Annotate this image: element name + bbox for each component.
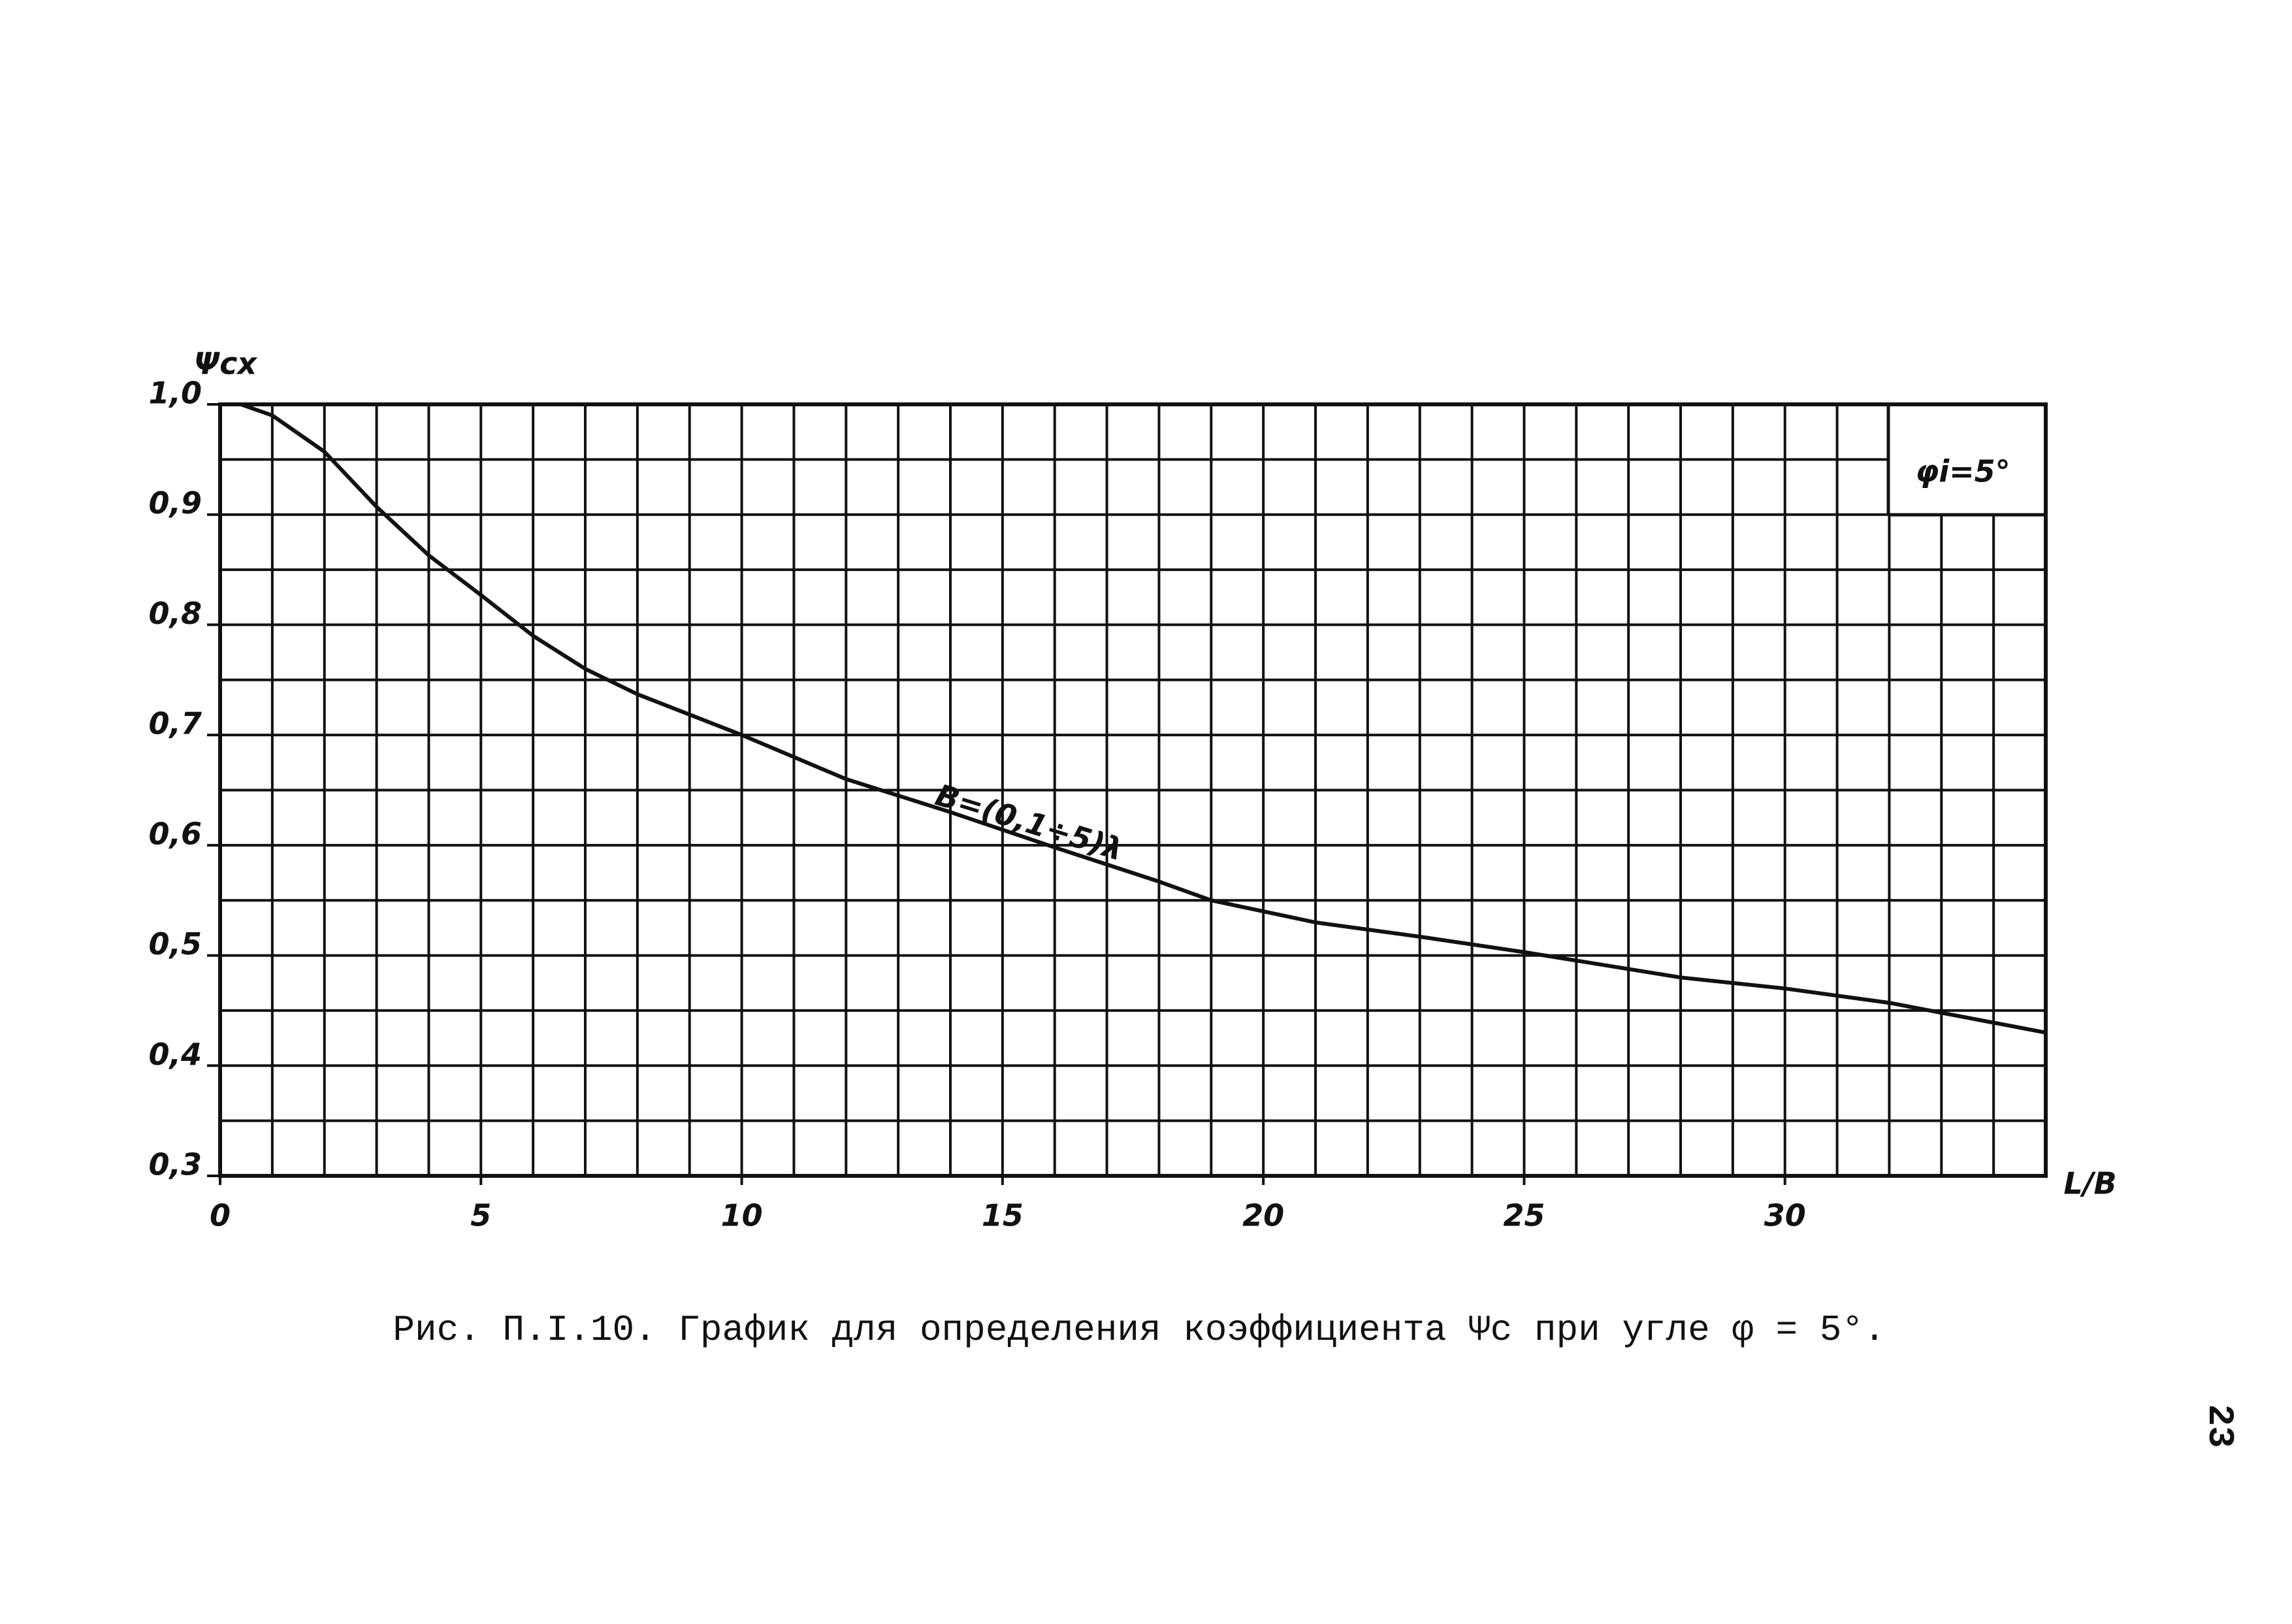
caption: Рис. П.I.10. График для определения коэф… (393, 1309, 1885, 1351)
x-tick-label: 15 (982, 1198, 1024, 1233)
y-tick-label: 0,5 (149, 926, 202, 962)
x-tick-label: 30 (1764, 1198, 1806, 1233)
data-line (240, 402, 2046, 1035)
grid (219, 403, 2047, 1177)
y-tick-label: 0,3 (149, 1147, 202, 1182)
y-axis-label: Ψcx (194, 346, 257, 382)
x-tick-label: 25 (1503, 1198, 1545, 1233)
y-tick-label: 0,7 (149, 706, 202, 741)
x-tick-label: 5 (470, 1198, 491, 1233)
x-tick-label: 20 (1242, 1198, 1284, 1233)
x-tick-label: 10 (721, 1198, 763, 1233)
y-tick-label: 0,8 (149, 596, 202, 631)
x-axis-label: L/B (2063, 1166, 2116, 1201)
box-annotation: φi=5° (1915, 454, 2010, 489)
y-tick-label: 0,4 (149, 1037, 202, 1072)
y-tick-label: 1,0 (149, 376, 202, 411)
page-number: 23 (2199, 1404, 2240, 1448)
x-tick-label: 0 (210, 1198, 231, 1233)
series (240, 402, 2046, 1035)
y-tick-label: 0,9 (149, 485, 202, 521)
plot-frame (218, 402, 2048, 1178)
y-tick-label: 0,6 (149, 816, 202, 851)
label-box (1890, 406, 2044, 514)
